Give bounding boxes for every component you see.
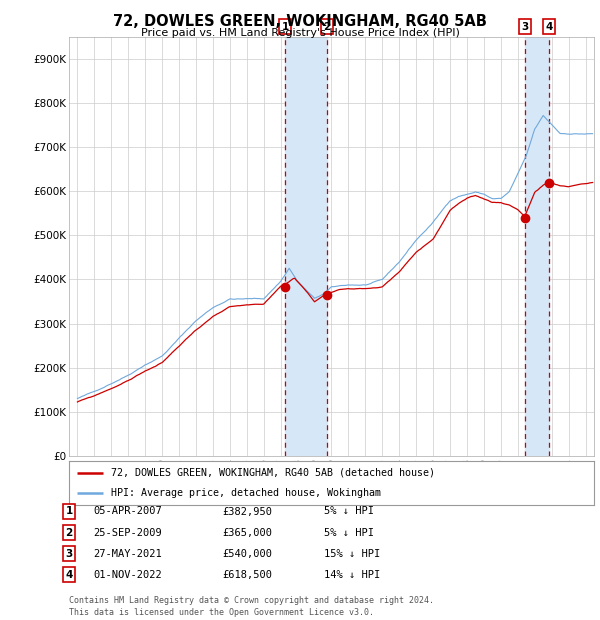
Text: £382,950: £382,950 (222, 507, 272, 516)
Text: 15% ↓ HPI: 15% ↓ HPI (324, 549, 380, 559)
Bar (525, 37, 549, 456)
Text: 72, DOWLES GREEN, WOKINGHAM, RG40 5AB: 72, DOWLES GREEN, WOKINGHAM, RG40 5AB (113, 14, 487, 29)
Text: 72, DOWLES GREEN, WOKINGHAM, RG40 5AB (detached house): 72, DOWLES GREEN, WOKINGHAM, RG40 5AB (d… (111, 467, 435, 478)
Text: 14% ↓ HPI: 14% ↓ HPI (324, 570, 380, 580)
Text: 5% ↓ HPI: 5% ↓ HPI (324, 528, 374, 538)
Text: 2: 2 (323, 22, 331, 32)
Text: Price paid vs. HM Land Registry's House Price Index (HPI): Price paid vs. HM Land Registry's House … (140, 28, 460, 38)
Text: 27-MAY-2021: 27-MAY-2021 (93, 549, 162, 559)
Text: 4: 4 (545, 22, 553, 32)
Text: £540,000: £540,000 (222, 549, 272, 559)
Text: 5% ↓ HPI: 5% ↓ HPI (324, 507, 374, 516)
Text: 01-NOV-2022: 01-NOV-2022 (93, 570, 162, 580)
Text: 1: 1 (65, 507, 73, 516)
Text: £365,000: £365,000 (222, 528, 272, 538)
Text: 25-SEP-2009: 25-SEP-2009 (93, 528, 162, 538)
Text: HPI: Average price, detached house, Wokingham: HPI: Average price, detached house, Woki… (111, 488, 381, 498)
Text: 4: 4 (65, 570, 73, 580)
Bar (285, 37, 327, 456)
Text: 2: 2 (65, 528, 73, 538)
Text: £618,500: £618,500 (222, 570, 272, 580)
Text: 3: 3 (521, 22, 529, 32)
Text: 1: 1 (281, 22, 289, 32)
Text: Contains HM Land Registry data © Crown copyright and database right 2024.
This d: Contains HM Land Registry data © Crown c… (69, 596, 434, 617)
Text: 3: 3 (65, 549, 73, 559)
Text: 05-APR-2007: 05-APR-2007 (93, 507, 162, 516)
